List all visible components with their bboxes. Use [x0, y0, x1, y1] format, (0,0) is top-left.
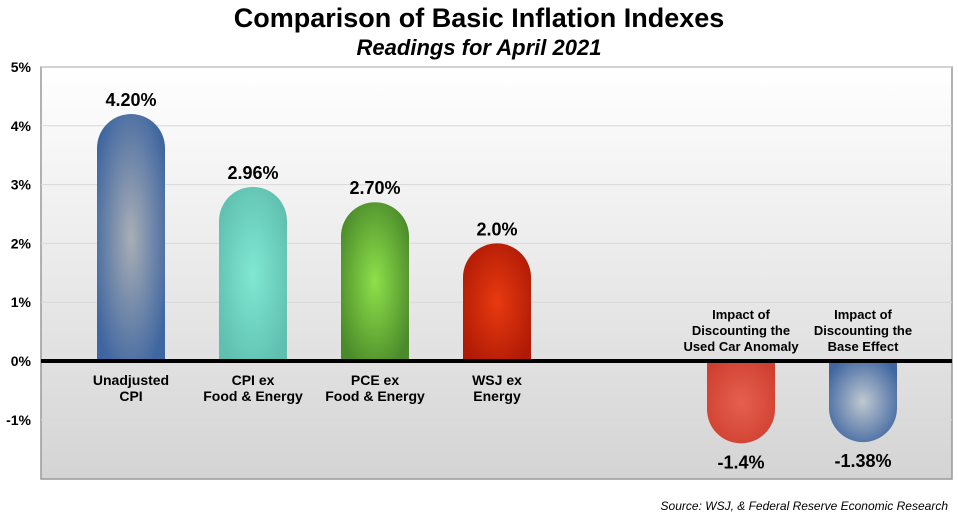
category-label: Impact of	[712, 307, 770, 322]
y-tick-label: 2%	[11, 235, 32, 251]
category-label: Unadjusted	[93, 372, 169, 388]
bar	[219, 186, 287, 361]
category-label: Base Effect	[828, 339, 899, 354]
bar	[829, 361, 897, 443]
y-tick-label: 5%	[11, 59, 32, 75]
data-label: -1.4%	[717, 452, 764, 472]
source-note: Source: WSJ, & Federal Reserve Economic …	[661, 499, 949, 513]
category-label: Used Car Anomaly	[683, 339, 799, 354]
bar	[463, 243, 531, 361]
category-label: CPI ex	[232, 372, 275, 388]
category-label: PCE ex	[351, 372, 399, 388]
category-label: Discounting the	[692, 323, 790, 338]
category-label: WSJ ex	[472, 372, 522, 388]
data-label: 2.70%	[349, 178, 400, 198]
bar	[97, 114, 165, 361]
category-label: Food & Energy	[325, 388, 425, 404]
data-label: 4.20%	[105, 90, 156, 110]
y-tick-label: -1%	[6, 412, 31, 428]
chart-subtitle: Readings for April 2021	[357, 35, 602, 60]
category-label: Impact of	[834, 307, 892, 322]
y-tick-label: 0%	[11, 353, 32, 369]
bar	[707, 361, 775, 444]
data-label: 2.0%	[476, 219, 517, 239]
y-tick-label: 1%	[11, 294, 32, 310]
bar	[341, 202, 409, 361]
category-label: Energy	[473, 388, 521, 404]
y-tick-label: 3%	[11, 177, 32, 193]
category-label: Discounting the	[814, 323, 912, 338]
category-label: Food & Energy	[203, 388, 303, 404]
data-label: -1.38%	[834, 451, 891, 471]
category-label: CPI	[119, 388, 142, 404]
data-label: 2.96%	[227, 163, 278, 183]
chart-title: Comparison of Basic Inflation Indexes	[234, 3, 725, 33]
y-tick-label: 4%	[11, 118, 32, 134]
